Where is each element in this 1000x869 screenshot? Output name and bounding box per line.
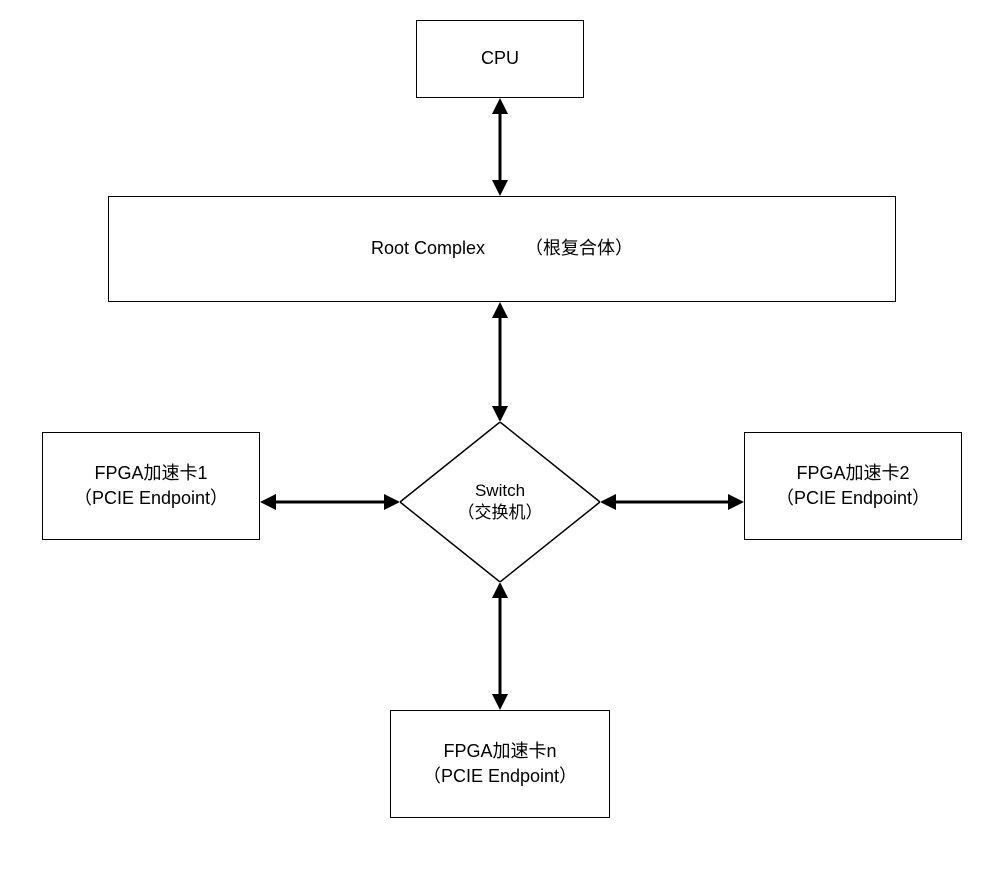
fpgan-label-1: FPGA加速卡n [443,739,556,764]
root-complex-label-right: （根复合体） [525,236,633,261]
fpga1-label-2: （PCIE Endpoint） [74,486,228,511]
fpga2-label-1: FPGA加速卡2 [796,461,909,486]
node-cpu-label: CPU [481,46,519,71]
edge-fpga1-switch [260,488,400,516]
node-fpga-2: FPGA加速卡2 （PCIE Endpoint） [744,432,962,540]
node-fpga-n: FPGA加速卡n （PCIE Endpoint） [390,710,610,818]
node-switch: Switch （交换机） [400,422,600,582]
root-complex-label-left: Root Complex [371,236,485,261]
fpga2-label-2: （PCIE Endpoint） [776,486,930,511]
edge-switch-fpga2 [600,488,744,516]
switch-label-1: Switch [458,480,543,502]
fpga1-label-1: FPGA加速卡1 [94,461,207,486]
edge-cpu-root [486,98,514,196]
switch-label-2: （交换机） [458,502,543,524]
edge-switch-fpgan [486,582,514,710]
node-cpu: CPU [416,20,584,98]
edge-root-switch [486,302,514,422]
fpgan-label-2: （PCIE Endpoint） [423,764,577,789]
node-fpga-1: FPGA加速卡1 （PCIE Endpoint） [42,432,260,540]
node-root-complex: Root Complex （根复合体） [108,196,896,302]
